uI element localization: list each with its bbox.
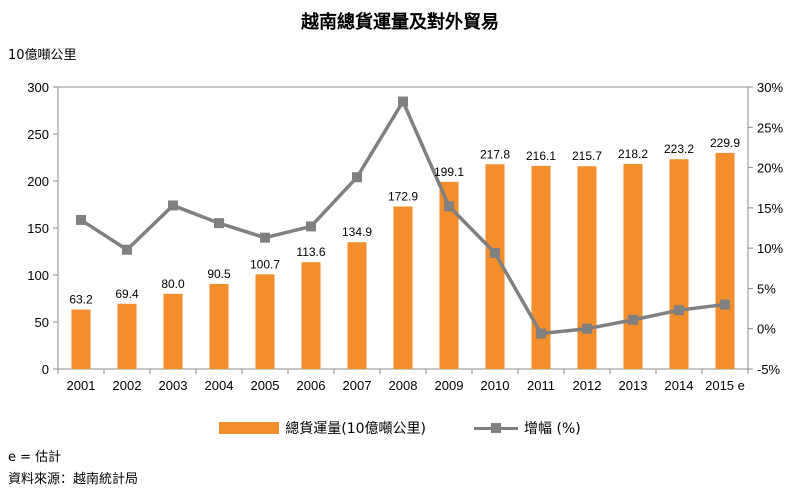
growth-point xyxy=(352,172,362,183)
bar-data-label: 113.6 xyxy=(296,245,325,259)
x-tick-label: 2010 xyxy=(481,378,510,393)
y-right-tick-label: 15% xyxy=(757,201,783,216)
y-right-tick-label: 25% xyxy=(757,120,783,135)
bar-data-label: 216.1 xyxy=(526,149,556,163)
bar-data-label: 223.2 xyxy=(664,142,694,156)
bar-data-label: 63.2 xyxy=(69,293,93,307)
growth-point xyxy=(122,244,132,255)
growth-point xyxy=(628,314,638,325)
growth-point xyxy=(398,96,408,107)
legend-bar-swatch xyxy=(219,422,280,434)
bar-data-label: 134.9 xyxy=(342,225,372,239)
chart-title: 越南總貨運量及對外貿易 xyxy=(301,12,499,33)
bar xyxy=(393,206,413,369)
x-tick-label: 2007 xyxy=(343,378,372,393)
bar-data-label: 199.1 xyxy=(434,165,464,179)
bar xyxy=(71,309,91,369)
x-tick-label: 2003 xyxy=(159,378,188,393)
bar xyxy=(347,242,367,369)
footnote-estimate: e = 估計 xyxy=(8,450,62,465)
legend-item-line: 增幅 (%) xyxy=(474,418,581,438)
bar xyxy=(439,181,459,369)
legend-line-swatch xyxy=(474,422,519,434)
x-tick-label: 2004 xyxy=(205,378,234,393)
growth-point xyxy=(214,218,224,229)
growth-point xyxy=(582,323,592,334)
bar xyxy=(163,293,183,369)
growth-point xyxy=(260,232,270,243)
growth-point xyxy=(306,221,316,232)
y-right-tick-label: 20% xyxy=(757,161,783,176)
bar xyxy=(117,303,137,369)
x-tick-label: 2013 xyxy=(619,378,648,393)
growth-point xyxy=(674,305,684,316)
y-right-tick-label: 10% xyxy=(757,241,783,256)
y-left-tick-label: 200 xyxy=(27,174,49,189)
legend-item-bar: 總貨運量(10億噸公里) xyxy=(219,418,426,438)
x-tick-label: 2001 xyxy=(67,378,96,393)
bar xyxy=(255,274,275,369)
y-left-tick-label: 100 xyxy=(27,268,49,283)
growth-point xyxy=(76,214,86,225)
x-tick-label: 2009 xyxy=(435,378,464,393)
bar-data-label: 217.8 xyxy=(480,147,510,161)
bar-data-label: 90.5 xyxy=(207,267,231,281)
y-right-tick-label: -5% xyxy=(757,362,781,377)
growth-point xyxy=(720,299,730,310)
x-tick-label: 2011 xyxy=(527,378,555,393)
bar-data-label: 215.7 xyxy=(572,149,602,163)
x-tick-label: 2008 xyxy=(389,378,418,393)
growth-point xyxy=(490,247,500,258)
bar xyxy=(715,152,735,369)
y-left-tick-label: 250 xyxy=(27,127,49,142)
x-tick-label: 2014 xyxy=(665,378,694,393)
x-tick-label: 2012 xyxy=(573,378,602,393)
x-tick-label: 2005 xyxy=(251,378,280,393)
y-left-tick-label: 150 xyxy=(27,221,49,236)
growth-point xyxy=(168,200,178,211)
bar xyxy=(531,165,551,369)
y-right-tick-label: 0% xyxy=(757,322,776,337)
footnote-source: 資料來源：越南統計局 xyxy=(8,472,139,487)
y-right-tick-label: 5% xyxy=(757,281,776,296)
y-left-tick-label: 50 xyxy=(35,315,49,330)
legend-line-label: 增幅 (%) xyxy=(524,421,581,437)
legend-bar-label: 總貨運量(10億噸公里) xyxy=(285,421,427,437)
bar xyxy=(623,163,643,369)
bar-data-label: 229.9 xyxy=(710,136,740,150)
bar xyxy=(209,283,229,369)
legend: 總貨運量(10億噸公里) 增幅 (%) xyxy=(0,418,800,438)
bar xyxy=(301,262,321,369)
x-tick-label: 2002 xyxy=(113,378,142,393)
bar-data-label: 218.2 xyxy=(618,147,648,161)
bar xyxy=(577,166,597,369)
bar-data-label: 69.4 xyxy=(115,287,139,301)
y-axis-unit-label: 10億噸公里 xyxy=(8,48,77,63)
y-left-tick-label: 300 xyxy=(27,80,49,95)
x-tick-label: 2015 e xyxy=(705,378,745,393)
y-right-tick-label: 30% xyxy=(757,80,783,95)
bar-data-label: 80.0 xyxy=(161,277,185,291)
growth-point xyxy=(536,328,546,339)
x-tick-label: 2006 xyxy=(297,378,326,393)
bar-data-label: 100.7 xyxy=(250,257,280,271)
bar xyxy=(669,159,689,369)
growth-point xyxy=(444,201,454,212)
y-left-tick-label: 0 xyxy=(42,362,49,377)
bar xyxy=(485,164,505,369)
bar-data-label: 172.9 xyxy=(388,189,418,203)
